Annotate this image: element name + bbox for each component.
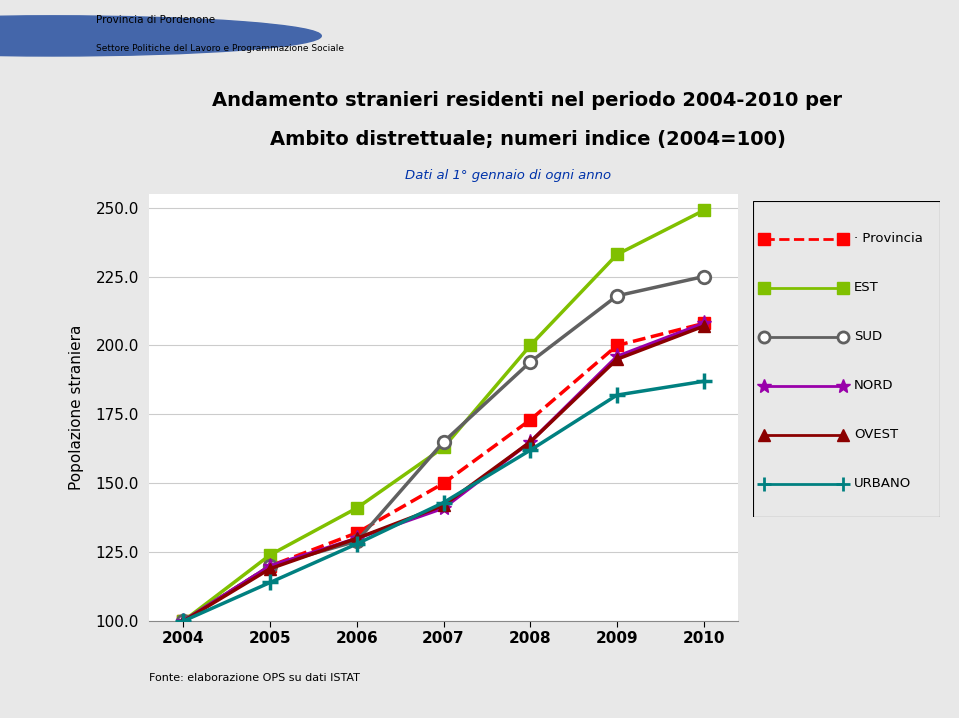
Provincia bbox=[698, 319, 710, 327]
Provincia bbox=[177, 617, 189, 625]
Text: EST: EST bbox=[854, 281, 878, 294]
Text: Fonte: elaborazione OPS su dati ISTAT: Fonte: elaborazione OPS su dati ISTAT bbox=[149, 673, 360, 684]
SUD bbox=[177, 617, 189, 625]
URBANO bbox=[525, 446, 536, 454]
Provincia bbox=[525, 416, 536, 424]
Text: Settore Politiche del Lavoro e Programmazione Sociale: Settore Politiche del Lavoro e Programma… bbox=[96, 45, 344, 53]
EST bbox=[177, 617, 189, 625]
NORD bbox=[698, 319, 710, 327]
Provincia bbox=[265, 561, 276, 570]
Line: OVEST: OVEST bbox=[177, 320, 710, 628]
SUD bbox=[265, 561, 276, 570]
Text: OVEST: OVEST bbox=[854, 429, 898, 442]
Text: URBANO: URBANO bbox=[854, 477, 911, 490]
OVEST bbox=[698, 322, 710, 330]
NORD bbox=[611, 352, 622, 360]
URBANO bbox=[611, 391, 622, 399]
SUD bbox=[525, 358, 536, 366]
Provincia bbox=[437, 479, 449, 488]
OVEST bbox=[525, 437, 536, 446]
Line: NORD: NORD bbox=[175, 316, 712, 629]
Line: SUD: SUD bbox=[177, 270, 710, 628]
SUD bbox=[351, 537, 363, 546]
URBANO bbox=[265, 578, 276, 587]
EST bbox=[611, 250, 622, 258]
URBANO bbox=[437, 498, 449, 507]
Circle shape bbox=[0, 16, 321, 56]
Text: · Provincia: · Provincia bbox=[854, 233, 923, 246]
NORD bbox=[437, 504, 449, 513]
Text: NORD: NORD bbox=[854, 379, 893, 392]
Provincia bbox=[611, 341, 622, 350]
URBANO bbox=[698, 377, 710, 386]
Provincia bbox=[351, 528, 363, 537]
OVEST bbox=[351, 534, 363, 543]
URBANO bbox=[351, 540, 363, 549]
OVEST bbox=[177, 617, 189, 625]
EST bbox=[265, 551, 276, 559]
Y-axis label: Popolazione straniera: Popolazione straniera bbox=[69, 325, 84, 490]
Text: Andamento stranieri residenti nel periodo 2004-2010 per: Andamento stranieri residenti nel period… bbox=[213, 90, 842, 110]
EST bbox=[698, 206, 710, 215]
Text: Dati al 1° gennaio di ogni anno: Dati al 1° gennaio di ogni anno bbox=[406, 169, 611, 182]
Line: Provincia: Provincia bbox=[177, 317, 710, 628]
Line: EST: EST bbox=[177, 204, 710, 628]
SUD bbox=[698, 272, 710, 281]
Text: Provincia di Pordenone: Provincia di Pordenone bbox=[96, 15, 215, 25]
NORD bbox=[265, 561, 276, 570]
NORD bbox=[525, 437, 536, 446]
OVEST bbox=[611, 355, 622, 363]
Text: SUD: SUD bbox=[854, 330, 882, 343]
OVEST bbox=[265, 564, 276, 573]
SUD bbox=[611, 292, 622, 300]
URBANO bbox=[177, 617, 189, 625]
NORD bbox=[177, 617, 189, 625]
Text: Ambito distrettuale; numeri indice (2004=100): Ambito distrettuale; numeri indice (2004… bbox=[269, 130, 785, 149]
EST bbox=[437, 443, 449, 452]
EST bbox=[351, 504, 363, 513]
OVEST bbox=[437, 501, 449, 510]
NORD bbox=[351, 534, 363, 543]
Line: URBANO: URBANO bbox=[175, 373, 712, 629]
SUD bbox=[437, 437, 449, 446]
EST bbox=[525, 341, 536, 350]
